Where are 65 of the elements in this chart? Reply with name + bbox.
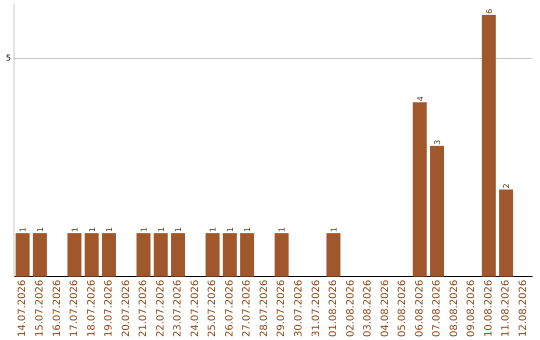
x-tick-label: 18.07.2026 — [86, 280, 98, 338]
data-label: 6 — [484, 8, 494, 14]
bar — [412, 102, 427, 277]
data-label: 3 — [433, 140, 442, 145]
data-label: 1 — [140, 227, 149, 232]
x-tick-label: 26.07.2026 — [224, 280, 236, 338]
data-label: 1 — [330, 227, 339, 232]
bar — [136, 233, 150, 277]
x-tick-label: 22.07.2026 — [155, 280, 166, 338]
ref-line-label: 5 — [6, 54, 11, 63]
x-tick-label: 15.07.2026 — [34, 280, 46, 338]
data-label: 1 — [226, 227, 235, 232]
data-label: 1 — [174, 227, 184, 232]
bar — [32, 233, 47, 277]
bar — [154, 233, 168, 277]
bar — [222, 233, 237, 277]
bar — [499, 189, 514, 277]
x-tick-label: 16.07.2026 — [52, 280, 63, 338]
data-label: 1 — [18, 227, 28, 232]
bar — [84, 233, 99, 277]
x-tick-label: 09.08.2026 — [466, 280, 478, 338]
x-tick-label: 31.07.2026 — [310, 280, 322, 338]
data-label: 1 — [278, 227, 287, 232]
data-label: 4 — [416, 96, 425, 102]
x-tick-label: 17.07.2026 — [69, 280, 80, 338]
data-label: 1 — [88, 227, 97, 232]
x-tick-label: 24.07.2026 — [190, 280, 201, 338]
data-label: 1 — [36, 227, 45, 232]
x-tick-label: 04.08.2026 — [380, 280, 391, 338]
x-tick-label: 27.07.2026 — [242, 280, 253, 338]
data-label: 1 — [105, 227, 114, 232]
bar — [240, 233, 254, 277]
bar — [326, 233, 340, 277]
data-label: 1 — [70, 227, 80, 232]
bar — [206, 233, 220, 277]
x-tick-label: 30.07.2026 — [293, 280, 304, 338]
x-tick-label: 12.08.2026 — [518, 280, 529, 338]
x-tick-label: 10.08.2026 — [483, 280, 494, 338]
bar — [430, 146, 444, 277]
x-tick-label: 06.08.2026 — [414, 280, 426, 338]
bar — [171, 233, 186, 277]
x-tick-label: 21.07.2026 — [138, 280, 150, 338]
bar — [16, 233, 30, 277]
data-label: 2 — [502, 183, 512, 188]
x-tick-label: 25.07.2026 — [207, 280, 218, 338]
x-tick-label: 02.08.2026 — [345, 280, 356, 338]
x-tick-label: 08.08.2026 — [448, 280, 460, 338]
bar — [482, 14, 496, 277]
x-tick-label: 19.07.2026 — [104, 280, 115, 338]
data-label: 1 — [156, 227, 166, 232]
bar — [67, 233, 82, 277]
x-tick-label: 23.07.2026 — [172, 280, 184, 338]
x-tick-label: 20.07.2026 — [120, 280, 132, 338]
x-tick-label: 14.07.2026 — [17, 280, 28, 338]
x-tick-label: 11.08.2026 — [500, 280, 512, 338]
x-tick-label: 03.08.2026 — [362, 280, 374, 338]
x-tick-label: 05.08.2026 — [397, 280, 408, 338]
x-tick-label: 28.07.2026 — [258, 280, 270, 338]
bar — [274, 233, 289, 277]
bar — [102, 233, 116, 277]
x-tick-label: 01.08.2026 — [328, 280, 340, 338]
data-label: 1 — [243, 227, 252, 232]
x-tick-label: 29.07.2026 — [276, 280, 288, 338]
data-label: 1 — [208, 227, 218, 232]
x-tick-label: 07.08.2026 — [432, 280, 443, 338]
